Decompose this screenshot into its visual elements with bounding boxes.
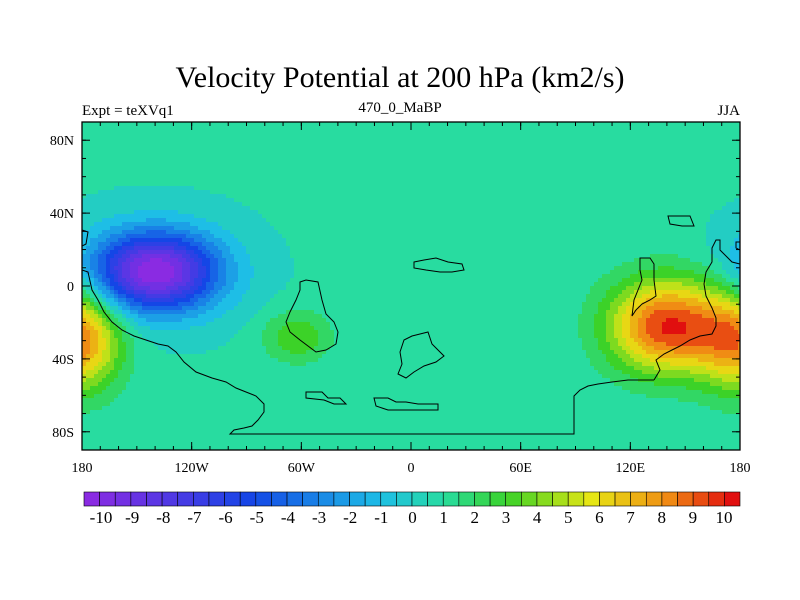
y-tick-label: 40N (50, 207, 74, 222)
colorbar-swatch (146, 491, 163, 507)
y-tick-label: 0 (67, 280, 74, 295)
colorbar-swatch (677, 491, 694, 507)
colorbar-swatch (474, 491, 491, 507)
contour-field (82, 122, 740, 450)
colorbar-swatch (552, 491, 569, 507)
coastline-antarctica (305, 391, 439, 411)
colorbar-swatch (661, 491, 678, 507)
colorbar-label: 8 (657, 508, 666, 527)
x-tick-label: 120W (175, 461, 210, 476)
colorbar-label: 7 (626, 508, 635, 527)
colorbar-swatch (411, 491, 428, 507)
colorbar-swatch (583, 491, 600, 507)
colorbar-swatch (380, 491, 397, 507)
colorbar-swatch (567, 491, 585, 507)
colorbar-swatch (427, 491, 444, 507)
colorbar-swatch (114, 491, 132, 507)
colorbar-label: 4 (533, 508, 542, 527)
colorbar-label: -3 (312, 508, 326, 527)
colorbar-swatch (599, 491, 616, 507)
colorbar-label: -9 (125, 508, 139, 527)
colorbar (83, 491, 741, 507)
colorbar-swatch (505, 491, 522, 507)
x-tick-label: 180 (730, 461, 751, 476)
colorbar-swatch (99, 491, 116, 507)
colorbar-label: 9 (689, 508, 698, 527)
colorbar-swatch (458, 491, 475, 507)
colorbar-swatch (193, 491, 210, 507)
colorbar-swatch (161, 491, 179, 507)
tick-marks (81, 121, 741, 451)
y-tick-label: 80N (50, 134, 74, 149)
colorbar-label: -6 (219, 508, 233, 527)
colorbar-label: -1 (374, 508, 388, 527)
coastline-asia-australia (631, 215, 740, 381)
colorbar-label: -8 (156, 508, 170, 527)
coastline-africa (397, 257, 465, 379)
colorbar-swatch (271, 491, 288, 507)
colorbar-label: -2 (343, 508, 357, 527)
colorbar-swatch (130, 491, 147, 507)
y-axis-labels: 80N 40N 0 40S 80S (50, 134, 74, 441)
colorbar-swatch (442, 491, 460, 507)
x-tick-label: 60E (509, 461, 532, 476)
colorbar-swatch (724, 491, 741, 507)
colorbar-swatch (692, 491, 710, 507)
y-tick-label: 40S (52, 353, 74, 368)
x-tick-label: 180 (72, 461, 93, 476)
colorbar-swatch (630, 491, 647, 507)
colorbar-swatch (536, 491, 553, 507)
x-tick-label: 120E (616, 461, 646, 476)
colorbar-swatch (83, 491, 100, 507)
colorbar-swatch (489, 491, 507, 507)
colorbar-swatch (645, 491, 663, 507)
colorbar-swatch (349, 491, 366, 507)
experiment-label: Expt = teXVq1 (82, 103, 174, 119)
colorbar-swatch (208, 491, 225, 507)
x-tick-label: 0 (408, 461, 415, 476)
colorbar-swatch (521, 491, 538, 507)
season-label: JJA (717, 103, 740, 119)
colorbar-swatch (239, 491, 257, 507)
colorbar-swatch (177, 491, 194, 507)
x-tick-label: 60W (288, 461, 316, 476)
colorbar-label: 1 (439, 508, 448, 527)
colorbar-swatch (224, 491, 241, 507)
colorbar-label: -7 (187, 508, 202, 527)
colorbar-swatch (255, 491, 272, 507)
colorbar-swatch (333, 491, 350, 507)
colorbar-swatch (286, 491, 303, 507)
colorbar-swatch (302, 491, 319, 507)
colorbar-label: -10 (90, 508, 113, 527)
colorbar-swatch (708, 491, 725, 507)
colorbar-swatch (614, 491, 631, 507)
colorbar-labels: -10 -9 -8 -7 -6 -5 -4 -3 -2 -1 0 1 2 3 4 5 6 7 8 9 10 (90, 508, 733, 527)
colorbar-label: -5 (250, 508, 264, 527)
colorbar-label: 6 (595, 508, 604, 527)
colorbar-swatch (317, 491, 335, 507)
y-tick-label: 80S (52, 426, 74, 441)
colorbar-label: 0 (408, 508, 417, 527)
chart-title: Velocity Potential at 200 hPa (km2/s) (175, 61, 625, 94)
coastline-south-america (285, 279, 339, 353)
colorbar-label: 5 (564, 508, 573, 527)
period-label: 470_0_MaBP (358, 100, 442, 116)
colorbar-swatch (396, 491, 413, 507)
colorbar-label: -4 (281, 508, 296, 527)
x-axis-labels: 180 120W 60W 0 60E 120E 180 (72, 461, 751, 476)
colorbar-label: 2 (471, 508, 480, 527)
coastline-americas (82, 269, 654, 435)
colorbar-label: 3 (502, 508, 511, 527)
colorbar-label: 10 (716, 508, 733, 527)
colorbar-swatch (364, 491, 382, 507)
